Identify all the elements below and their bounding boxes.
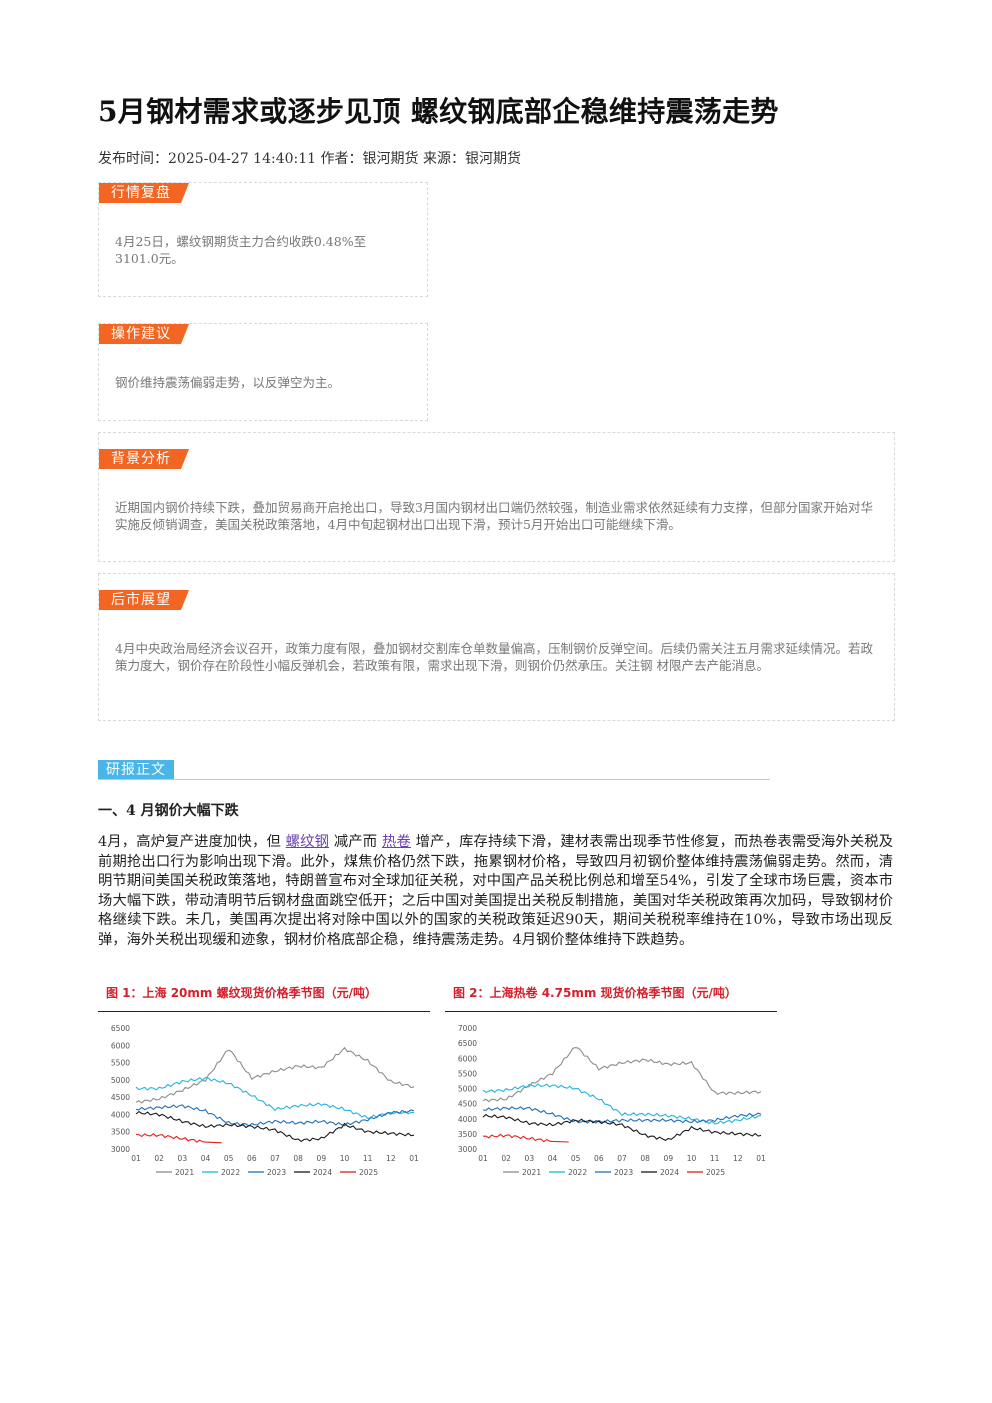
operation-text: 钢价维持震荡偏弱走势，以反弹空为主。 <box>115 375 341 390</box>
series-line-2022 <box>482 1083 762 1125</box>
market-review-box: 行情复盘 4月25日，螺纹钢期货主力合约收跌0.48%至3101.0元。 <box>98 182 428 297</box>
y-tick-label: 3500 <box>111 1128 130 1137</box>
figure-2-title: 图 2：上海热卷 4.75mm 现货价格季节图（元/吨） <box>453 986 737 1000</box>
x-tick-label: 06 <box>247 1154 257 1163</box>
x-tick-label: 01 <box>131 1154 141 1163</box>
series-line-2022 <box>135 1077 415 1119</box>
x-tick-label: 07 <box>617 1154 627 1163</box>
x-tick-label: 08 <box>640 1154 650 1163</box>
figure-2-chart: 3000 3500 4000 4500 5000 5500 6000 6500 7000 01 02… <box>458 1024 766 1177</box>
x-tick-label: 07 <box>270 1154 280 1163</box>
rebar-link[interactable]: 螺纹钢 <box>285 834 330 850</box>
report-tag: 研报正文 <box>98 760 174 780</box>
x-tick-label: 02 <box>501 1154 511 1163</box>
article-title: 5月钢材需求或逐步见顶 螺纹钢底部企稳维持震荡走势 <box>98 95 779 128</box>
figure-1-chart: 3000 3500 4000 4500 5000 5500 6000 6500 01 02 03 04… <box>111 1024 419 1177</box>
outlook-text: 4月中央政治局经济会议召开，政策力度有限，叠加钢材交割库仓单数量偏高，压制钢价反… <box>115 641 873 673</box>
market-review-tag: 行情复盘 <box>99 183 189 203</box>
background-box: 背景分析 近期国内钢价持续下跌，叠加贸易商开启抢出口，导致3月国内钢材出口端仍然… <box>98 432 895 562</box>
x-tick-label: 04 <box>548 1154 558 1163</box>
outlook-box: 后市展望 4月中央政治局经济会议召开，政策力度有限，叠加钢材交割库仓单数量偏高，… <box>98 573 895 721</box>
article-meta: 发布时间：2025-04-27 14:40:11 作者：银河期货 来源：银河期货 <box>98 151 521 167</box>
y-tick-label: 5500 <box>111 1059 130 1068</box>
series-line-2025 <box>483 1133 569 1143</box>
legend-label-2021: 2021 <box>175 1168 194 1177</box>
y-tick-label: 3500 <box>458 1130 477 1139</box>
legend-label-2022: 2022 <box>221 1168 240 1177</box>
x-tick-label: 10 <box>340 1154 350 1163</box>
x-tick-label: 04 <box>201 1154 211 1163</box>
operation-box: 操作建议 钢价维持震荡偏弱走势，以反弹空为主。 <box>98 323 428 421</box>
x-tick-label: 10 <box>687 1154 697 1163</box>
figure-1-rule <box>98 1011 430 1012</box>
y-tick-label: 6000 <box>111 1041 130 1050</box>
x-tick-label: 03 <box>178 1154 188 1163</box>
y-tick-label: 4500 <box>111 1093 130 1102</box>
y-tick-label: 4500 <box>458 1100 477 1109</box>
x-tick-label: 05 <box>224 1154 234 1163</box>
y-tick-label: 5500 <box>458 1069 477 1078</box>
series-line-2024 <box>482 1113 762 1142</box>
operation-tag: 操作建议 <box>99 324 189 344</box>
legend-label-2023: 2023 <box>267 1168 286 1177</box>
x-tick-label: 11 <box>710 1154 720 1163</box>
x-tick-label: 09 <box>664 1154 674 1163</box>
hot-coil-link[interactable]: 热卷 <box>381 834 411 850</box>
x-tick-label: 08 <box>293 1154 303 1163</box>
y-tick-label: 5000 <box>111 1076 130 1085</box>
legend-label-2025: 2025 <box>359 1168 378 1177</box>
series-line-2023 <box>482 1106 762 1124</box>
y-tick-label: 4000 <box>111 1110 130 1119</box>
legend-label-2023: 2023 <box>614 1168 633 1177</box>
x-tick-label: 01 <box>478 1154 488 1163</box>
report-heading: 一、4 月钢价大幅下跌 <box>98 803 239 819</box>
y-tick-label: 3000 <box>458 1145 477 1154</box>
legend-label-2025: 2025 <box>706 1168 725 1177</box>
x-tick-label: 09 <box>317 1154 327 1163</box>
legend-label-2021: 2021 <box>522 1168 541 1177</box>
y-tick-label: 6500 <box>458 1039 477 1048</box>
y-tick-label: 5000 <box>458 1085 477 1094</box>
y-tick-label: 7000 <box>458 1024 477 1033</box>
x-tick-label: 12 <box>733 1154 743 1163</box>
para-text-1: 4月，高炉复产进度加快，但 <box>98 834 281 850</box>
x-tick-label: 11 <box>363 1154 373 1163</box>
series-line-2021 <box>482 1047 762 1103</box>
para-text-3: 增产，库存持续下滑，建材表需出现季节性修复，而热卷表需受海外关税及前期抢出口行为… <box>98 834 894 948</box>
figure-1-title: 图 1：上海 20mm 螺纹现货价格季节图（元/吨） <box>106 986 377 1000</box>
x-tick-label: 06 <box>594 1154 604 1163</box>
para-text-2: 减产而 <box>333 834 378 850</box>
x-tick-label: 01 <box>409 1154 419 1163</box>
y-tick-label: 6500 <box>111 1024 130 1033</box>
y-tick-label: 6000 <box>458 1054 477 1063</box>
report-divider <box>98 779 770 780</box>
x-tick-label: 12 <box>386 1154 396 1163</box>
y-tick-label: 4000 <box>458 1115 477 1124</box>
legend-label-2024: 2024 <box>313 1168 332 1177</box>
x-tick-label: 05 <box>571 1154 581 1163</box>
report-paragraph: 4月，高炉复产进度加快，但 螺纹钢 减产而 热卷 增产，库存持续下滑，建材表需出… <box>98 833 893 950</box>
series-line-2024 <box>135 1110 415 1143</box>
outlook-tag: 后市展望 <box>99 590 189 610</box>
background-text: 近期国内钢价持续下跌，叠加贸易商开启抢出口，导致3月国内钢材出口端仍然较强，制造… <box>115 500 873 532</box>
report-section: 研报正文 <box>98 760 770 780</box>
background-tag: 背景分析 <box>99 449 189 469</box>
y-tick-label: 3000 <box>111 1145 130 1154</box>
x-tick-label: 02 <box>154 1154 164 1163</box>
x-tick-label: 01 <box>756 1154 766 1163</box>
series-line-2023 <box>135 1104 415 1127</box>
legend-label-2022: 2022 <box>568 1168 587 1177</box>
series-line-2021 <box>135 1046 415 1104</box>
figure-2-rule <box>445 1011 777 1012</box>
x-tick-label: 03 <box>525 1154 535 1163</box>
series-line-2025 <box>135 1132 222 1144</box>
legend-label-2024: 2024 <box>660 1168 679 1177</box>
market-review-text: 4月25日，螺纹钢期货主力合约收跌0.48%至3101.0元。 <box>115 234 367 266</box>
